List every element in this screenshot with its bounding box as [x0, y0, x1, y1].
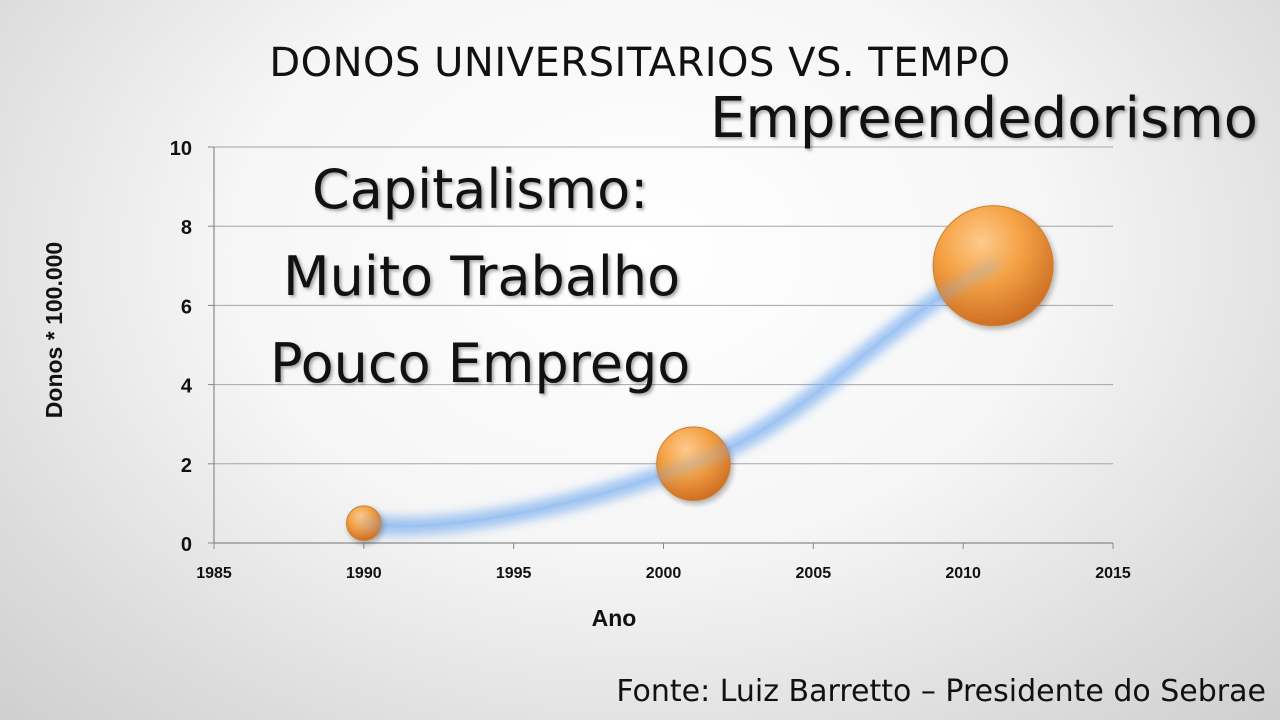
x-tick-label: 2005 [796, 565, 832, 582]
y-tick-label: 6 [181, 296, 192, 318]
y-tick-label: 0 [181, 534, 192, 556]
x-tick-label: 2015 [1095, 565, 1131, 582]
slide-title: DONOS UNIVERSITARIOS VS. TEMPO [269, 40, 1011, 86]
caption-line: Muito Trabalho [283, 245, 681, 308]
y-tick-label: 8 [181, 217, 192, 239]
caption-line: Pouco Emprego [270, 332, 691, 395]
x-tick-label: 1985 [196, 565, 232, 582]
headline: Empreendedorismo [710, 86, 1259, 151]
bubbles [346, 205, 1054, 542]
y-tick-label: 4 [181, 376, 193, 398]
y-tick-label: 2 [181, 455, 192, 477]
x-tick-label: 2010 [945, 565, 981, 582]
y-axis-label: Donos * 100.000 [41, 242, 67, 418]
trendline-overlay [358, 260, 999, 532]
x-tick-label: 1990 [346, 565, 382, 582]
x-tick-label: 2000 [646, 565, 682, 582]
x-tick-label: 1995 [496, 565, 532, 582]
tick-labels: 0 2 4 6 8 10 1985 1990 1995 2000 2005 2010 2015 [170, 138, 1131, 582]
x-axis-label: Ano [592, 605, 637, 631]
axes [208, 146, 1114, 549]
caption-line: Capitalismo: [312, 158, 649, 221]
source-note: Fonte: Luiz Barretto – Presidente do Seb… [616, 674, 1266, 709]
y-tick-label: 10 [170, 138, 192, 160]
